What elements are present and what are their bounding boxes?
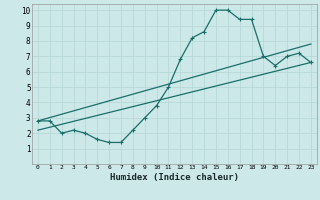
X-axis label: Humidex (Indice chaleur): Humidex (Indice chaleur) bbox=[110, 173, 239, 182]
